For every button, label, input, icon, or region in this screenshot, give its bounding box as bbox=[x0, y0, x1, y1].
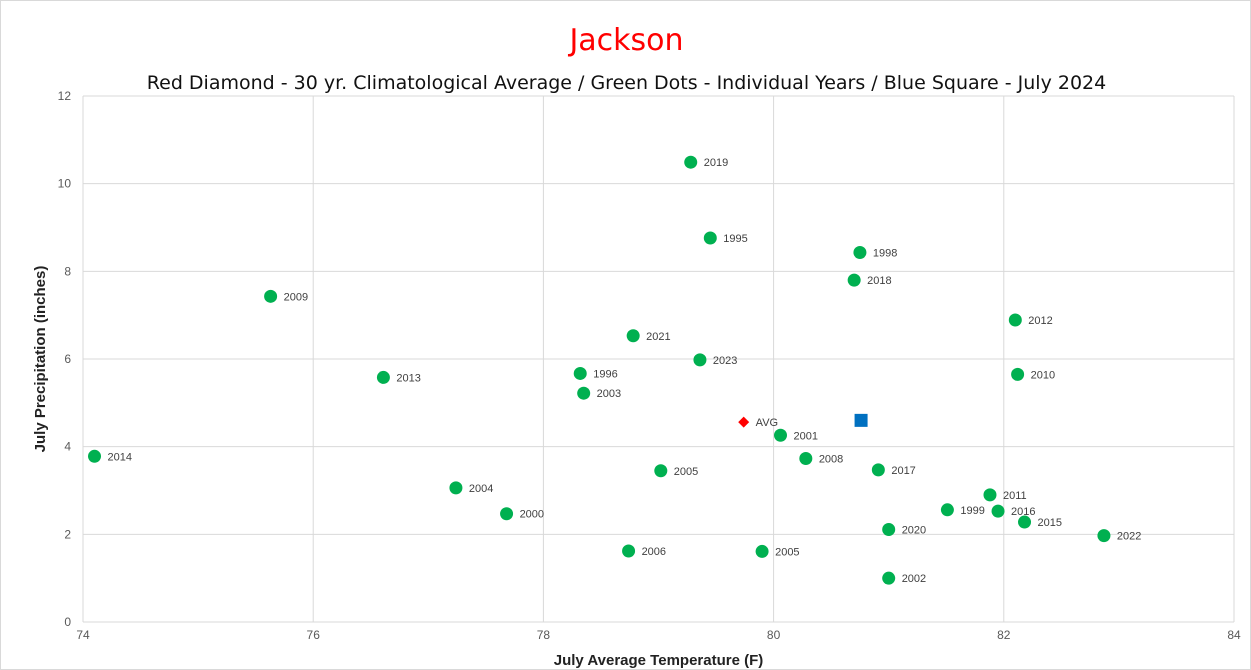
y-tick-label: 2 bbox=[64, 527, 71, 541]
point-label: 2008 bbox=[819, 454, 843, 466]
year-point bbox=[684, 155, 698, 169]
x-tick-label: 76 bbox=[307, 628, 321, 642]
july-2024-square bbox=[854, 413, 868, 427]
grid bbox=[82, 95, 1235, 623]
year-point bbox=[774, 428, 788, 442]
point-label: 2000 bbox=[520, 509, 544, 521]
tick-labels: 74 76 78 80 82 84 0 2 4 6 8 10 12 bbox=[58, 89, 1241, 642]
point-label: 2019 bbox=[704, 157, 728, 169]
year-point bbox=[1097, 529, 1111, 543]
year-point bbox=[500, 507, 514, 521]
year-point bbox=[376, 370, 390, 384]
point-label: AVG bbox=[756, 417, 778, 429]
year-point bbox=[88, 449, 102, 463]
point-label: 2005 bbox=[674, 466, 698, 478]
point-label: 2002 bbox=[902, 573, 926, 585]
x-tick-label: 84 bbox=[1227, 628, 1241, 642]
point-label: 1996 bbox=[593, 368, 617, 380]
point-label: 2012 bbox=[1028, 315, 1052, 327]
year-point bbox=[577, 386, 591, 400]
year-point bbox=[626, 329, 640, 343]
year-point bbox=[983, 488, 997, 502]
year-point bbox=[853, 245, 867, 259]
y-tick-label: 6 bbox=[64, 352, 71, 366]
x-tick-label: 80 bbox=[767, 628, 781, 642]
point-label: 1999 bbox=[960, 505, 984, 517]
point-label: 2017 bbox=[891, 465, 915, 477]
x-tick-label: 82 bbox=[997, 628, 1011, 642]
point-label: 2004 bbox=[469, 483, 493, 495]
year-point bbox=[940, 503, 954, 517]
point-label: 2022 bbox=[1117, 531, 1141, 543]
year-point bbox=[622, 544, 636, 558]
year-point bbox=[755, 544, 769, 558]
point-label: 1995 bbox=[723, 233, 747, 245]
year-point bbox=[703, 231, 717, 245]
point-label: 2001 bbox=[794, 430, 818, 442]
average-diamond bbox=[738, 416, 750, 428]
chart-title: Jackson bbox=[569, 23, 684, 58]
x-axis-title: July Average Temperature (F) bbox=[554, 652, 764, 669]
x-tick-label: 74 bbox=[76, 628, 90, 642]
year-point bbox=[991, 504, 1005, 518]
point-label: 2010 bbox=[1031, 369, 1055, 381]
year-point bbox=[847, 273, 861, 287]
point-label: 1998 bbox=[873, 247, 897, 259]
year-point bbox=[882, 571, 896, 585]
year-point bbox=[1018, 515, 1032, 529]
point-label: 2015 bbox=[1038, 517, 1062, 529]
year-point bbox=[871, 463, 885, 477]
year-point bbox=[799, 452, 813, 466]
y-tick-label: 0 bbox=[64, 615, 71, 629]
y-tick-label: 4 bbox=[64, 440, 71, 454]
year-point bbox=[449, 481, 463, 495]
point-label: 2009 bbox=[284, 291, 308, 303]
year-point bbox=[1011, 367, 1025, 381]
chart-subtitle: Red Diamond - 30 yr. Climatological Aver… bbox=[146, 72, 1107, 94]
x-tick-label: 78 bbox=[537, 628, 551, 642]
point-label: 2005 bbox=[775, 546, 799, 558]
year-point bbox=[1008, 313, 1022, 327]
point-label: 2021 bbox=[646, 331, 670, 343]
point-label: 2018 bbox=[867, 275, 891, 287]
year-point bbox=[882, 523, 896, 537]
point-label: 2014 bbox=[108, 451, 132, 463]
point-label: 2011 bbox=[1003, 490, 1027, 502]
y-axis-title: July Precipitation (inches) bbox=[32, 266, 49, 453]
data-points: 2014 2009 2013 2004 2000 1996 2003 2006 2021 2005… bbox=[88, 155, 1141, 585]
y-tick-label: 12 bbox=[58, 89, 72, 103]
y-tick-label: 8 bbox=[64, 264, 71, 278]
year-point bbox=[264, 289, 278, 303]
point-label: 2016 bbox=[1011, 506, 1035, 518]
point-label: 2020 bbox=[902, 525, 926, 537]
point-label: 2013 bbox=[396, 372, 420, 384]
year-point bbox=[573, 366, 587, 380]
point-label: 2003 bbox=[597, 388, 621, 400]
year-point bbox=[654, 464, 668, 478]
point-label: 2023 bbox=[713, 355, 737, 367]
year-point bbox=[693, 353, 707, 367]
point-label: 2006 bbox=[642, 546, 666, 558]
y-tick-label: 10 bbox=[58, 177, 72, 191]
